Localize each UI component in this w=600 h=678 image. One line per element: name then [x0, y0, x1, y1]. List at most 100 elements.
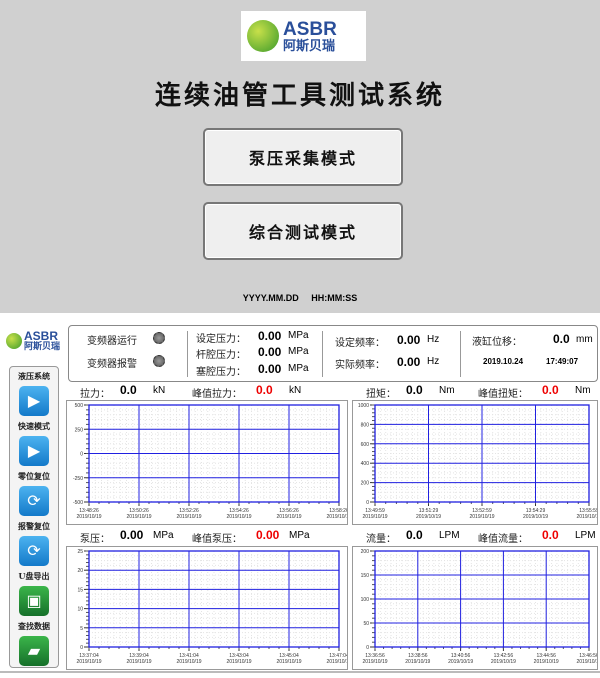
y-tick-label: 5: [80, 626, 83, 632]
x-tick-date: 2019/10/19: [176, 514, 201, 520]
actual-frequency-label: 实际频率：: [335, 360, 385, 371]
x-tick-date: 2019/10/19: [76, 514, 101, 520]
chart-svg: 252015105013:37:042019/10/1913:39:042019…: [76, 549, 351, 665]
plot-area: [88, 550, 340, 648]
set-pressure-label: 设定压力：: [196, 334, 246, 345]
readout-unit: LPM: [439, 530, 460, 541]
sidebar-button[interactable]: ▶: [19, 386, 49, 416]
x-tick-date: 2019/10/19: [276, 659, 301, 665]
sidebar-button[interactable]: ▣: [19, 586, 49, 616]
x-tick-date: 2019/10/19: [76, 659, 101, 665]
x-tick-date: 2019/10/19: [576, 514, 597, 520]
sidebar-item[interactable]: 零位复位 ⟳: [10, 471, 58, 516]
x-tick-date: 2019/10/19: [448, 659, 473, 665]
sidebar-item-label: 报警复位: [18, 521, 50, 531]
status-panel: 变频器运行 变频器报警 设定压力： 0.00 MPa 杆腔压力： 0.00 MPa 塞腔压力…: [68, 325, 598, 382]
sidebar-item-label: 查找数据: [18, 621, 50, 631]
readout-label: 流量：: [366, 534, 396, 545]
inverter-run-label: 变频器运行: [87, 336, 137, 347]
peak-label: 峰值拉力：: [192, 389, 242, 400]
pump-pressure-mode-button[interactable]: 泵压采集模式: [203, 128, 403, 186]
sidebar-button[interactable]: ▰: [19, 636, 49, 666]
sidebar-item[interactable]: U盘导出 ▣: [10, 571, 58, 616]
y-tick-label: 0: [80, 452, 83, 458]
comprehensive-test-mode-button[interactable]: 综合测试模式: [203, 202, 403, 260]
divider: [460, 331, 461, 377]
x-tick-label: 13:50:26: [129, 508, 149, 514]
y-tick-label: 200: [361, 481, 370, 487]
x-tick-date: 2019/10/19: [534, 659, 559, 665]
actual-frequency-unit: Hz: [427, 356, 440, 367]
readout-unit: MPa: [153, 530, 174, 541]
chart-pump-pressure: 25 20 15 10 5 0 13:37:04 2019/10/19 13:39:04 2019…: [66, 546, 352, 670]
sidebar-button[interactable]: ⟳: [19, 536, 49, 566]
inverter-alarm-label: 变频器报警: [87, 359, 137, 370]
peak-label: 峰值泵压：: [192, 534, 242, 545]
datetime-display: YYYY.MM.DD HH:MM:SS: [0, 293, 600, 303]
chart-torque: 1000 800 600 400 200 0 13:49:59 2019/10/19 13:51…: [352, 400, 600, 525]
chart-svg: 20015010050013:36:562019/10/1913:38:5620…: [361, 549, 600, 665]
sidebar-item-label: 快速模式: [18, 421, 50, 431]
cap-pressure-value: 0.00: [258, 362, 282, 376]
x-tick-date: 2019/10/19: [276, 514, 301, 520]
x-tick-label: 13:54:29: [526, 508, 546, 514]
sidebar-item[interactable]: 查找数据 ▰: [10, 621, 58, 666]
x-tick-date: 2019/10/19: [491, 659, 516, 665]
cylinder-displacement-unit: mm: [576, 334, 593, 345]
sidebar-item-label: 零位复位: [18, 471, 50, 481]
y-tick-label: 1000: [358, 403, 369, 409]
y-tick-label: 150: [361, 573, 370, 579]
x-tick-date: 2019/10/19: [326, 659, 347, 665]
logo-text-cn: 阿斯贝瑞: [283, 38, 336, 53]
set-frequency-value: 0.00: [397, 333, 421, 347]
peak-unit: Nm: [575, 385, 591, 396]
readout-row: 扭矩： 0.0 Nm 峰值扭矩： 0.0 Nm: [366, 383, 596, 400]
sidebar-button[interactable]: ▶: [19, 436, 49, 466]
sidebar-item-label: U盘导出: [18, 571, 50, 581]
divider: [187, 331, 188, 377]
y-tick-label: 50: [363, 621, 369, 627]
cylinder-displacement-label: 液缸位移：: [472, 337, 522, 348]
sidebar-button[interactable]: ⟳: [19, 486, 49, 516]
y-tick-label: 0: [80, 645, 83, 651]
sidebar-item[interactable]: 快速模式 ▶: [10, 421, 58, 466]
cylinder-displacement-value: 0.0: [553, 332, 570, 346]
set-pressure-unit: MPa: [288, 330, 309, 341]
readout-row: 流量： 0.0 LPM 峰值流量： 0.0 LPM: [366, 528, 596, 545]
play-icon: ▶: [27, 443, 41, 460]
splash-panel: ASBR 阿斯贝瑞 连续油管工具测试系统 泵压采集模式 综合测试模式 YYYY.M…: [0, 0, 600, 313]
y-tick-label: 800: [361, 422, 370, 428]
sidebar-item-label: 液压系统: [18, 371, 50, 381]
readout-value: 0.00: [120, 528, 144, 542]
x-tick-label: 13:40:56: [451, 653, 471, 659]
y-tick-label: -250: [73, 476, 83, 482]
x-tick-label: 13:52:59: [472, 508, 492, 514]
date-text: YYYY.MM.DD: [242, 293, 299, 303]
x-tick-label: 13:49:59: [365, 508, 385, 514]
sidebar-item[interactable]: 报警复位 ⟳: [10, 521, 58, 566]
set-pressure-value: 0.00: [258, 329, 282, 343]
x-tick-label: 13:36:56: [365, 653, 385, 659]
x-tick-date: 2019/10/19: [126, 514, 151, 520]
x-tick-label: 13:44:56: [536, 653, 556, 659]
x-tick-date: 2019/10/19: [226, 659, 251, 665]
x-tick-date: 2019/10/19: [326, 514, 347, 520]
x-tick-label: 13:42:56: [494, 653, 514, 659]
x-tick-date: 2019/10/19: [416, 514, 441, 520]
cap-pressure-unit: MPa: [288, 363, 309, 374]
y-tick-label: 20: [77, 568, 83, 574]
readout-unit: kN: [153, 385, 166, 396]
chart-flow: 200 150 100 50 0 13:36:56 2019/10/19 13:38:56 20…: [352, 546, 600, 670]
chart-tension: 500 250 0 -250 -500 13:48:26 2019/10/19 13:50:2…: [66, 400, 352, 525]
logo-text-en: ASBR: [283, 19, 337, 40]
actual-frequency-value: 0.00: [397, 355, 421, 369]
sidebar-item[interactable]: 液压系统 ▶: [10, 371, 58, 416]
plot-area: [374, 550, 590, 648]
peak-label: 峰值流量：: [478, 534, 528, 545]
y-tick-label: 0: [366, 645, 369, 651]
x-tick-label: 13:52:26: [179, 508, 199, 514]
readout-value: 0.0: [406, 383, 423, 397]
current-date: 2019.10.24: [483, 357, 524, 366]
plot-area: [88, 404, 340, 503]
x-tick-date: 2019/10/19: [226, 514, 251, 520]
